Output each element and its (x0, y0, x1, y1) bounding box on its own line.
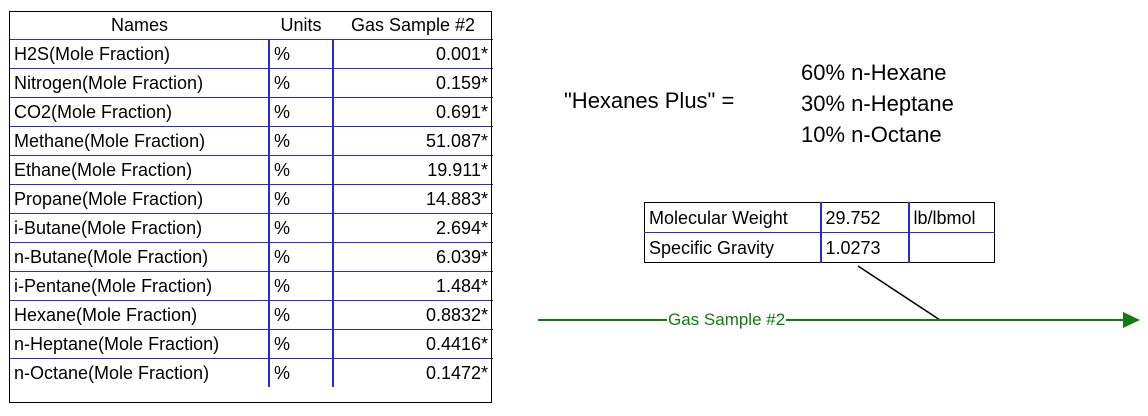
composition-row: Propane(Mole Fraction)% 14.883* (10, 183, 493, 213)
component-value: 51.087* (333, 125, 493, 155)
component-name: i-Butane(Mole Fraction) (10, 212, 270, 242)
component-value: 6.039* (333, 241, 493, 271)
component-name: Methane(Mole Fraction) (10, 125, 270, 155)
component-name: Hexane(Mole Fraction) (10, 299, 270, 329)
hexanes-component-2: 30% n-Heptane (801, 91, 954, 116)
property-value: 29.752 (820, 202, 910, 233)
component-unit: % (269, 154, 334, 184)
hexanes-component-3: 10% n-Octane (801, 122, 942, 147)
stream-properties-table: Molecular Weight 29.752 lb/lbmol Specifi… (644, 202, 995, 263)
property-unit (909, 233, 995, 263)
component-name: n-Butane(Mole Fraction) (10, 241, 270, 271)
composition-table: Names Units Gas Sample #2 H2S(Mole Fract… (10, 12, 493, 387)
component-value: 14.883* (333, 183, 493, 213)
composition-row: Hexane(Mole Fraction)% 0.8832* (10, 299, 493, 329)
hexanes-plus-label: "Hexanes Plus" = (564, 88, 735, 113)
component-unit: % (269, 96, 334, 126)
component-unit: % (269, 67, 334, 97)
component-value: 0.691* (333, 96, 493, 126)
component-name: Propane(Mole Fraction) (10, 183, 270, 213)
component-unit: % (269, 38, 334, 68)
property-unit: lb/lbmol (908, 202, 995, 233)
component-unit: % (269, 357, 334, 387)
component-value: 0.1472* (333, 357, 493, 387)
component-value: 1.484* (333, 270, 493, 300)
composition-row: i-Pentane(Mole Fraction)% 1.484* (10, 270, 493, 300)
component-name: H2S(Mole Fraction) (10, 38, 270, 68)
component-unit: % (269, 241, 334, 271)
composition-row: n-Octane(Mole Fraction)% 0.1472* (10, 357, 493, 387)
component-value: 0.001* (333, 38, 493, 68)
component-value: 19.911* (333, 154, 493, 184)
component-unit: % (269, 125, 334, 155)
hexanes-component-1: 60% n-Hexane (801, 60, 947, 85)
property-name: Specific Gravity (644, 232, 822, 263)
property-connector-line (857, 265, 941, 321)
component-name: n-Octane(Mole Fraction) (10, 357, 270, 387)
component-value: 2.694* (333, 212, 493, 242)
component-name: n-Heptane(Mole Fraction) (10, 328, 270, 358)
component-name: i-Pentane(Mole Fraction) (10, 270, 270, 300)
property-row-specific-gravity: Specific Gravity 1.0273 (644, 232, 995, 263)
composition-row: Methane(Mole Fraction)% 51.087* (10, 125, 493, 155)
property-value: 1.0273 (820, 232, 910, 263)
stream-label[interactable]: Gas Sample #2 (667, 310, 787, 330)
component-unit: % (269, 328, 334, 358)
property-row-molecular-weight: Molecular Weight 29.752 lb/lbmol (644, 202, 995, 233)
hexanes-plus-components: 60% n-Hexane 30% n-Heptane 10% n-Octane (801, 57, 954, 150)
composition-row: H2S(Mole Fraction)% 0.001* (10, 38, 493, 68)
composition-body: H2S(Mole Fraction)% 0.001* Nitrogen(Mole F… (10, 38, 493, 387)
composition-row: Nitrogen(Mole Fraction)% 0.159* (10, 67, 493, 97)
composition-row: Ethane(Mole Fraction)% 19.911* (10, 154, 493, 184)
header-names: Names (10, 12, 269, 40)
composition-row: CO2(Mole Fraction)% 0.691* (10, 96, 493, 126)
composition-row: n-Butane(Mole Fraction)% 6.039* (10, 241, 493, 271)
stream-arrowhead-icon (1123, 312, 1140, 328)
component-value: 0.4416* (333, 328, 493, 358)
component-name: Nitrogen(Mole Fraction) (10, 67, 270, 97)
component-value: 0.159* (333, 67, 493, 97)
composition-row: n-Heptane(Mole Fraction)% 0.4416* (10, 328, 493, 358)
component-unit: % (269, 270, 334, 300)
component-unit: % (269, 183, 334, 213)
component-name: CO2(Mole Fraction) (10, 96, 270, 126)
component-name: Ethane(Mole Fraction) (10, 154, 270, 184)
component-unit: % (269, 212, 334, 242)
component-value: 0.8832* (333, 299, 493, 329)
composition-row: i-Butane(Mole Fraction)% 2.694* (10, 212, 493, 242)
property-name: Molecular Weight (644, 202, 822, 233)
component-unit: % (269, 299, 334, 329)
